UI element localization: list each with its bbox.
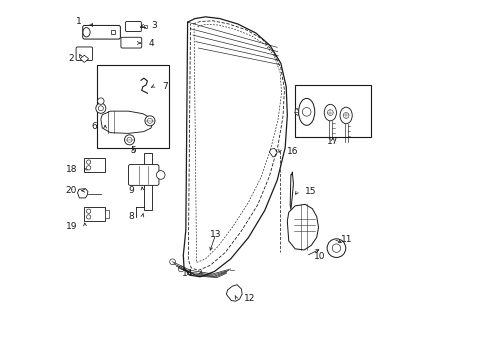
Bar — [97, 65, 169, 148]
Text: 5: 5 — [130, 146, 136, 155]
Text: 7: 7 — [162, 82, 168, 91]
Text: 17: 17 — [327, 137, 339, 146]
Polygon shape — [226, 285, 242, 301]
Text: 14: 14 — [182, 269, 193, 278]
Ellipse shape — [340, 107, 352, 124]
Bar — [144, 153, 152, 211]
Circle shape — [327, 239, 346, 257]
Text: 1: 1 — [76, 17, 82, 26]
Circle shape — [87, 166, 91, 170]
Text: 8: 8 — [129, 212, 135, 221]
Circle shape — [96, 103, 106, 113]
Circle shape — [98, 106, 103, 111]
Text: 20: 20 — [66, 186, 77, 195]
Ellipse shape — [324, 104, 337, 121]
Circle shape — [271, 150, 276, 156]
Circle shape — [87, 215, 91, 219]
Polygon shape — [80, 55, 89, 62]
Bar — [144, 25, 147, 28]
Text: 9: 9 — [129, 185, 135, 194]
Bar — [111, 30, 115, 35]
Text: 3: 3 — [151, 21, 157, 30]
Ellipse shape — [298, 98, 315, 125]
Polygon shape — [101, 111, 152, 134]
Circle shape — [87, 209, 91, 213]
Polygon shape — [287, 204, 318, 250]
FancyBboxPatch shape — [128, 165, 159, 185]
Circle shape — [98, 98, 104, 104]
Text: 10: 10 — [314, 252, 325, 261]
Circle shape — [87, 160, 91, 164]
Circle shape — [343, 113, 349, 118]
Bar — [105, 211, 109, 218]
Polygon shape — [270, 148, 277, 157]
Text: 13: 13 — [210, 230, 221, 239]
Circle shape — [124, 135, 135, 145]
Ellipse shape — [83, 28, 90, 37]
Circle shape — [302, 108, 311, 116]
FancyBboxPatch shape — [76, 47, 93, 60]
Polygon shape — [77, 189, 88, 198]
FancyBboxPatch shape — [125, 22, 141, 32]
Circle shape — [332, 244, 341, 252]
Circle shape — [156, 171, 165, 179]
Circle shape — [327, 110, 333, 116]
Text: 11: 11 — [341, 235, 353, 244]
FancyBboxPatch shape — [83, 26, 121, 39]
Text: 4: 4 — [148, 39, 154, 48]
Polygon shape — [295, 108, 299, 116]
Circle shape — [147, 118, 152, 123]
Circle shape — [127, 137, 132, 142]
Text: 16: 16 — [287, 147, 299, 156]
Bar — [84, 158, 105, 172]
Text: 18: 18 — [66, 165, 77, 174]
Text: 12: 12 — [245, 294, 256, 303]
Circle shape — [170, 259, 175, 265]
FancyBboxPatch shape — [121, 37, 142, 48]
Bar — [84, 207, 105, 221]
Text: 2: 2 — [68, 54, 73, 63]
Text: 19: 19 — [66, 222, 77, 231]
Text: 6: 6 — [92, 122, 97, 131]
Circle shape — [145, 116, 155, 126]
Circle shape — [178, 266, 184, 272]
Text: 15: 15 — [305, 187, 317, 196]
Bar — [295, 85, 370, 137]
